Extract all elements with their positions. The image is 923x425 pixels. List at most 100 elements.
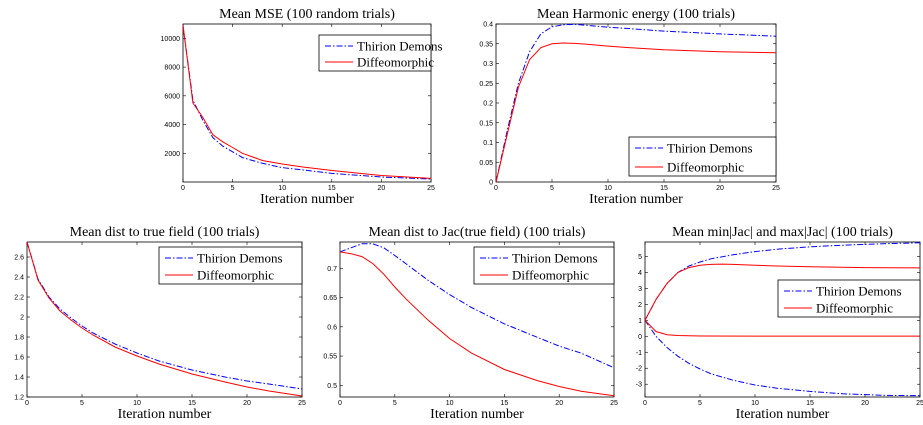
chart-5-legend-label-1: Thirion Demons — [816, 284, 902, 299]
chart-2-ytick-label: 0.2 — [483, 101, 493, 108]
chart-3-legend-label-2: Diffeomorphic — [197, 268, 274, 283]
chart-5-xtick-label: 10 — [751, 400, 759, 407]
chart-4-ytick-label: 0.5 — [327, 383, 337, 390]
chart-5-xtick-label: 15 — [806, 400, 814, 407]
chart-2-xtick-label: 20 — [716, 185, 724, 192]
chart-4-xlabel: Iteration number — [430, 407, 524, 422]
chart-1-ytick-label: 2000 — [164, 151, 180, 158]
chart-1-axes-box — [182, 23, 432, 183]
chart-5-xtick-label: 5 — [698, 400, 702, 407]
chart-3-xtick-label: 20 — [243, 400, 251, 407]
chart-5-ytick-label: 3 — [638, 286, 642, 293]
chart-2-xtick-label: 25 — [772, 185, 780, 192]
chart-4-xtick-label: 10 — [446, 400, 454, 407]
chart-4-legend-box — [473, 246, 615, 285]
chart-4-ytick-label: 0.6 — [327, 324, 337, 331]
chart-1-xtick-label: 0 — [181, 185, 185, 192]
chart-4-xtick-label: 0 — [338, 400, 342, 407]
chart-4-series-1-line — [339, 243, 615, 369]
chart-2-ytick-label: 0.1 — [483, 140, 493, 147]
chart-3-ytick-label: 1.8 — [14, 335, 24, 342]
chart-4-legend-label-1: Thirion Demons — [512, 251, 598, 266]
chart-5-ytick-label: -3 — [636, 382, 642, 389]
chart-3-ytick-label: 2.2 — [14, 295, 24, 302]
chart-1-xtick-label: 15 — [328, 185, 336, 192]
chart-4-xtick-label: 5 — [393, 400, 397, 407]
chart-5-ytick-label: 0 — [638, 334, 642, 341]
chart-4-axes-box — [339, 241, 615, 398]
chart-3-xtick-label: 5 — [80, 400, 84, 407]
chart-1-title: Mean MSE (100 random trials) — [219, 7, 395, 22]
chart-3-ytick-label: 1.4 — [14, 375, 24, 382]
chart-5-series-3-line — [644, 320, 921, 397]
chart-2-xtick-label: 15 — [660, 185, 668, 192]
chart-3-ytick-label: 2 — [20, 315, 24, 322]
chart-1-ytick-label: 4000 — [164, 122, 180, 129]
chart-5-legend-label-2: Diffeomorphic — [816, 301, 893, 316]
chart-5-ytick-label: 5 — [638, 254, 642, 261]
chart-3-series-2-line — [26, 241, 303, 397]
chart-2-xlabel: Iteration number — [589, 192, 683, 207]
chart-4-series-2-line — [339, 251, 615, 397]
chart-2-ytick-label: 0.35 — [479, 41, 493, 48]
chart-1-xlabel: Iteration number — [260, 192, 354, 207]
chart-2-ytick-label: 0 — [489, 180, 493, 187]
chart-2-ytick-label: 0.3 — [483, 61, 493, 68]
chart-5-xlabel: Iteration number — [736, 407, 830, 422]
chart-2-xtick-label: 0 — [494, 185, 498, 192]
chart-4-xtick-label: 25 — [610, 400, 618, 407]
chart-3-title: Mean dist to true field (100 trials) — [70, 225, 260, 240]
chart-4-ytick-label: 0.55 — [323, 354, 337, 361]
chart-3-legend-box — [158, 246, 303, 285]
chart-3-ytick-label: 1.2 — [14, 395, 24, 402]
chart-5-ytick-label: 2 — [638, 302, 642, 309]
chart-5-xtick-label: 25 — [916, 400, 923, 407]
chart-5-ytick-label: 4 — [638, 270, 642, 277]
chart-1-legend-label-2: Diffeomorphic — [357, 55, 434, 70]
chart-2-legend-box — [628, 136, 777, 177]
chart-3-series-1-line — [26, 241, 303, 390]
chart-1-ytick-label: 8000 — [164, 65, 180, 72]
chart-2-series-1-line — [495, 23, 777, 183]
chart-2-title: Mean Harmonic energy (100 trials) — [537, 7, 735, 22]
chart-1-xtick-label: 5 — [231, 185, 235, 192]
chart-1-legend-box — [318, 34, 432, 72]
chart-4-title: Mean dist to Jac(true field) (100 trials… — [369, 225, 586, 240]
chart-2-legend-label-1: Thirion Demons — [667, 141, 753, 156]
chart-1-series-1-line — [182, 25, 432, 180]
chart-5-series-4-line — [644, 319, 920, 337]
chart-3-xtick-label: 0 — [25, 400, 29, 407]
chart-2-series-2-line — [495, 42, 777, 183]
chart-3-xtick-label: 25 — [298, 400, 306, 407]
chart-2-legend-label-2: Diffeomorphic — [667, 160, 744, 175]
chart-4-xtick-label: 15 — [501, 400, 509, 407]
chart-2-xtick-label: 5 — [550, 185, 554, 192]
chart-5-legend-box — [777, 279, 921, 318]
chart-4-legend-label-2: Diffeomorphic — [512, 268, 589, 283]
chart-3-axes-box — [26, 241, 303, 398]
chart-1-legend-label-1: Thirion Demons — [357, 39, 443, 54]
chart-1-ytick-label: 10000 — [161, 36, 181, 43]
chart-4-ytick-label: 0.7 — [327, 266, 337, 273]
chart-5-ytick-label: 1 — [638, 318, 642, 325]
chart-5-xtick-label: 0 — [643, 400, 647, 407]
chart-5-series-2-line — [644, 263, 921, 321]
chart-3-ytick-label: 2.4 — [14, 275, 24, 282]
chart-1-xtick-label: 25 — [427, 185, 435, 192]
chart-4-xtick-label: 20 — [555, 400, 563, 407]
chart-1-xtick-label: 20 — [378, 185, 386, 192]
chart-2-ytick-label: 0.05 — [479, 160, 493, 167]
chart-3-xlabel: Iteration number — [118, 407, 212, 422]
chart-3-legend-label-1: Thirion Demons — [197, 251, 283, 266]
chart-2-xtick-label: 10 — [604, 185, 612, 192]
chart-5-ytick-label: -1 — [636, 350, 642, 357]
chart-5-title: Mean min|Jac| and max|Jac| (100 trials) — [672, 225, 893, 240]
chart-5-ytick-label: -2 — [636, 366, 642, 373]
chart-1-series-2-line — [182, 25, 432, 179]
chart-5-axes-box — [644, 241, 921, 398]
chart-5-xtick-label: 20 — [861, 400, 869, 407]
chart-3-ytick-label: 1.6 — [14, 355, 24, 362]
chart-4-ytick-label: 0.65 — [323, 295, 337, 302]
chart-1-xtick-label: 10 — [278, 185, 286, 192]
